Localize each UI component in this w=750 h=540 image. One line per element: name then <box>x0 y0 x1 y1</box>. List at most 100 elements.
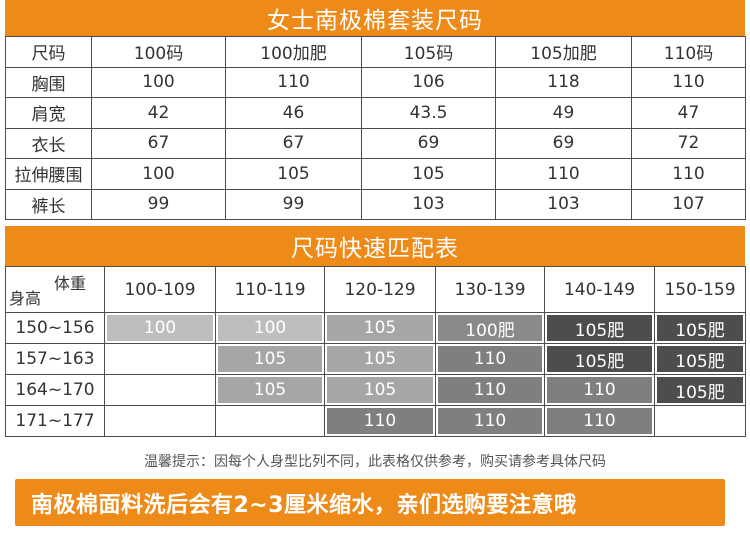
match-cell: 105肥 <box>654 374 746 406</box>
table-cell: 105码 <box>361 36 496 68</box>
size-chart-title: 女士南极棉套装尺码 <box>5 0 745 36</box>
shrinkage-banner: 南极棉面料洗后会有2~3厘米缩水，亲们选购要注意哦 <box>15 479 725 526</box>
match-cell: 105 <box>324 343 436 375</box>
table-cell: 100 <box>91 158 226 190</box>
size-recommendation: 110 <box>438 346 542 372</box>
match-cell <box>215 405 325 437</box>
table-cell: 100加肥 <box>225 36 362 68</box>
height-label: 171~177 <box>5 405 105 437</box>
table-row: 肩宽 42 46 43.5 49 47 <box>5 97 746 129</box>
match-header-row: 体重 身高 100-109 110-119 120-129 130-139 140-149 1… <box>5 266 746 313</box>
table-cell: 67 <box>225 127 362 159</box>
table-row: 胸围 100 110 106 118 110 <box>5 66 746 98</box>
table-cell: 105 <box>225 158 362 190</box>
table-cell: 107 <box>631 188 746 220</box>
table-cell: 110 <box>631 66 746 98</box>
row-label: 拉伸腰围 <box>5 158 92 190</box>
match-cell: 105肥 <box>654 343 746 375</box>
table-cell: 103 <box>361 188 496 220</box>
table-cell: 69 <box>495 127 632 159</box>
row-label: 尺码 <box>5 36 92 68</box>
size-recommendation: 105 <box>327 315 433 341</box>
match-cell: 110 <box>324 405 436 437</box>
table-cell: 105 <box>361 158 496 190</box>
match-cell: 100 <box>215 312 325 344</box>
height-label: 157~163 <box>5 343 105 375</box>
weight-header: 120-129 <box>324 266 436 313</box>
table-cell: 110码 <box>631 36 746 68</box>
match-cell: 105 <box>215 343 325 375</box>
height-label: 150~156 <box>5 312 105 344</box>
table-row: 裤长 99 99 103 103 107 <box>5 188 746 220</box>
size-recommendation: 110 <box>327 408 433 434</box>
size-recommendation: 100肥 <box>438 315 542 341</box>
size-recommendation: 105肥 <box>657 315 743 341</box>
table-cell: 110 <box>225 66 362 98</box>
match-cell: 105肥 <box>544 312 655 344</box>
match-cell: 105肥 <box>654 312 746 344</box>
size-recommendation: 110 <box>547 408 652 434</box>
size-recommendation: 105肥 <box>657 377 743 403</box>
match-chart-title: 尺码快速匹配表 <box>5 226 745 266</box>
row-label: 胸围 <box>5 66 92 98</box>
table-cell: 118 <box>495 66 632 98</box>
match-cell <box>654 405 746 437</box>
weight-header: 110-119 <box>215 266 325 313</box>
weight-header: 100-109 <box>104 266 216 313</box>
size-recommendation: 105 <box>218 377 322 403</box>
table-cell: 99 <box>91 188 226 220</box>
table-cell: 99 <box>225 188 362 220</box>
table-cell: 43.5 <box>361 97 496 129</box>
table-cell: 46 <box>225 97 362 129</box>
weight-header: 140-149 <box>544 266 655 313</box>
corner-cell: 体重 身高 <box>5 266 105 313</box>
match-cell: 110 <box>544 374 655 406</box>
table-row: 164~170 105 105 110 110 105肥 <box>5 374 746 406</box>
height-axis-label: 身高 <box>9 289 42 308</box>
match-cell: 105 <box>324 374 436 406</box>
size-recommendation: 100 <box>107 315 213 341</box>
size-recommendation: 105 <box>327 377 433 403</box>
table-cell: 105加肥 <box>495 36 632 68</box>
height-label: 164~170 <box>5 374 105 406</box>
table-cell: 67 <box>91 127 226 159</box>
row-label: 衣长 <box>5 127 92 159</box>
table-row: 衣长 67 67 69 69 72 <box>5 127 746 159</box>
match-cell: 110 <box>544 405 655 437</box>
table-row: 150~156 100 100 105 100肥 105肥 105肥 <box>5 312 746 344</box>
match-cell: 105 <box>324 312 436 344</box>
weight-axis-label: 体重 <box>53 274 86 293</box>
size-recommendation: 105肥 <box>547 346 652 372</box>
match-chart-table: 体重 身高 100-109 110-119 120-129 130-139 140-149 1… <box>5 266 746 437</box>
weight-header: 130-139 <box>435 266 545 313</box>
table-cell: 103 <box>495 188 632 220</box>
table-cell: 110 <box>495 158 632 190</box>
table-row: 拉伸腰围 100 105 105 110 110 <box>5 158 746 190</box>
tip-note: 温馨提示：因每个人身型比列不同，此表格仅供参考，购买请参考具体尺码 <box>144 454 606 470</box>
match-cell: 100肥 <box>435 312 545 344</box>
size-recommendation: 105肥 <box>657 346 743 372</box>
match-cell <box>104 374 216 406</box>
size-header-row: 尺码 100码 100加肥 105码 105加肥 110码 <box>5 36 746 68</box>
size-recommendation: 105 <box>218 346 322 372</box>
size-recommendation: 100 <box>218 315 322 341</box>
match-cell: 105肥 <box>544 343 655 375</box>
table-cell: 49 <box>495 97 632 129</box>
table-cell: 110 <box>631 158 746 190</box>
table-cell: 100码 <box>91 36 226 68</box>
match-cell: 110 <box>435 374 545 406</box>
match-cell: 110 <box>435 405 545 437</box>
match-cell: 100 <box>104 312 216 344</box>
row-label: 肩宽 <box>5 97 92 129</box>
size-recommendation: 110 <box>547 377 652 403</box>
match-cell <box>104 343 216 375</box>
table-cell: 106 <box>361 66 496 98</box>
size-recommendation: 105肥 <box>547 315 652 341</box>
row-label: 裤长 <box>5 188 92 220</box>
table-row: 157~163 105 105 110 105肥 105肥 <box>5 343 746 375</box>
match-cell <box>104 405 216 437</box>
table-row: 171~177 110 110 110 <box>5 405 746 437</box>
table-cell: 69 <box>361 127 496 159</box>
size-recommendation: 105 <box>327 346 433 372</box>
size-recommendation: 110 <box>438 377 542 403</box>
